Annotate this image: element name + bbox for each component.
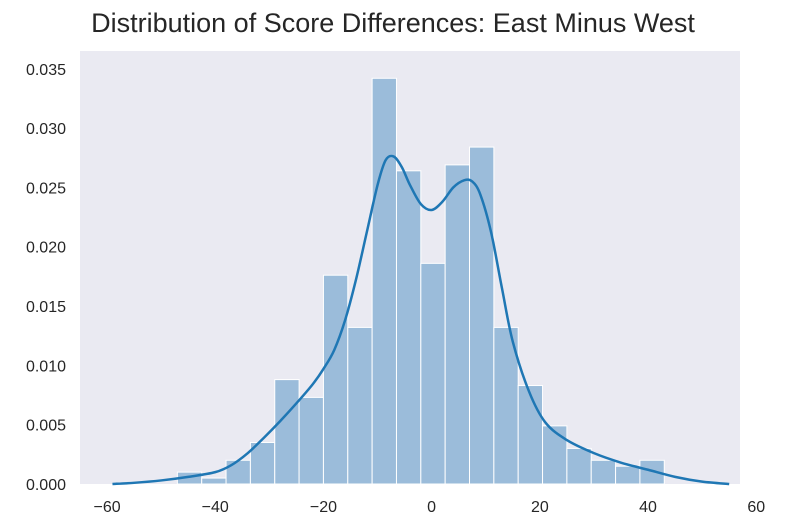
x-axis: −60 −40 −20 0 20 40 60 xyxy=(93,499,765,516)
histogram-bar xyxy=(615,465,641,485)
histogram-bar xyxy=(493,326,519,485)
y-tick-label: 0.015 xyxy=(26,299,66,316)
y-tick-label: 0.005 xyxy=(26,418,66,435)
y-tick-label: 0.025 xyxy=(26,180,66,197)
histogram-bars xyxy=(176,77,665,485)
x-tick-label: −20 xyxy=(310,499,337,516)
y-tick-label: 0.035 xyxy=(26,62,66,79)
y-axis: 0.000 0.005 0.010 0.015 0.020 0.025 0.030 0.035 xyxy=(26,62,66,494)
histogram-bar xyxy=(201,477,227,485)
x-tick-label: 40 xyxy=(639,499,657,516)
histogram-bar xyxy=(469,146,495,485)
histogram-bar xyxy=(444,164,471,485)
histogram-bar xyxy=(322,274,349,485)
x-tick-label: 0 xyxy=(427,499,436,516)
kde-curve xyxy=(112,154,730,486)
x-tick-label: 60 xyxy=(747,499,765,516)
histogram-bar xyxy=(249,441,276,485)
y-tick-label: 0.000 xyxy=(26,477,66,494)
x-tick-label: −60 xyxy=(93,499,120,516)
histogram-bar xyxy=(274,379,300,485)
y-tick-label: 0.010 xyxy=(26,358,66,375)
chart-title: Distribution of Score Differences: East … xyxy=(91,8,695,38)
histogram-bar xyxy=(517,385,544,485)
histogram-bar xyxy=(371,77,397,485)
histogram-bar xyxy=(347,326,373,485)
histogram-bar xyxy=(566,447,592,485)
histogram-bar xyxy=(420,262,446,485)
y-tick-label: 0.030 xyxy=(26,121,66,138)
histogram-bar xyxy=(542,425,568,485)
y-tick-label: 0.020 xyxy=(26,240,66,257)
histogram-bar xyxy=(225,459,251,485)
x-tick-label: −40 xyxy=(202,499,229,516)
histogram-bar xyxy=(298,396,324,485)
histogram-bar xyxy=(395,170,422,485)
x-tick-label: 20 xyxy=(531,499,549,516)
histogram-bar xyxy=(590,459,617,485)
